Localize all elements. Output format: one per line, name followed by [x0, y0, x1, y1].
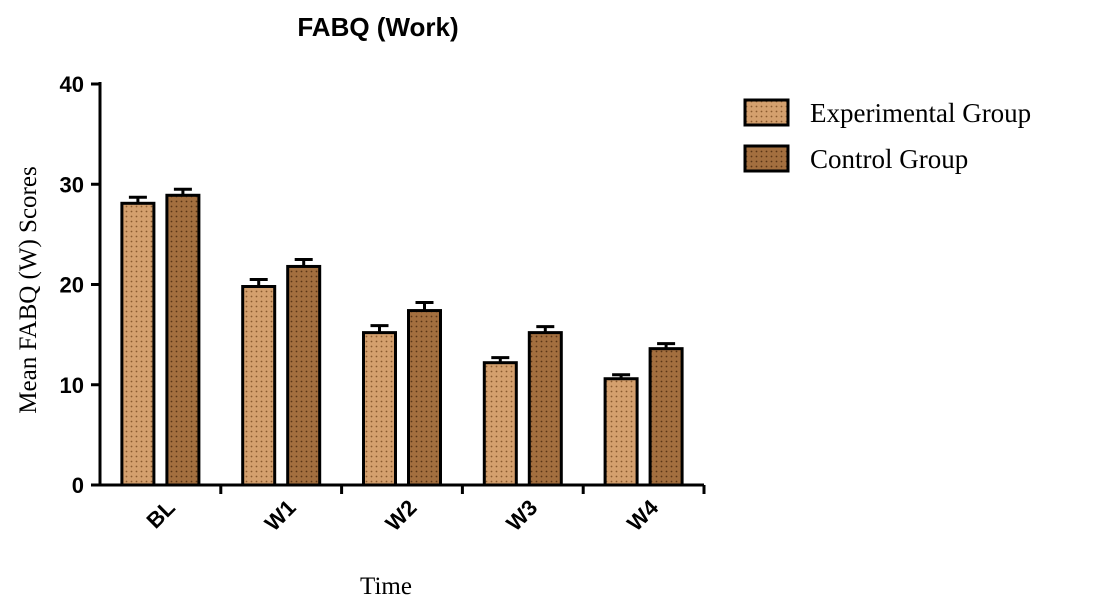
legend-swatch-control [743, 144, 790, 173]
y-tick-label: 30 [60, 172, 84, 197]
x-axis-label: Time [360, 573, 412, 600]
bar-control [165, 193, 201, 487]
chart-title: FABQ (Work) [297, 12, 458, 42]
x-tick-label: W1 [260, 495, 301, 536]
y-tick-label: 0 [72, 473, 84, 498]
bar-experimental [120, 201, 156, 487]
bar-control [286, 264, 322, 487]
legend-swatch-experimental [743, 98, 790, 127]
x-tick-label: BL [142, 495, 180, 533]
bar-control [527, 331, 563, 487]
legend-label-experimental: Experimental Group [810, 98, 1031, 128]
plot-area: 0 10 20 30 40 BL W1 W2 W3 W4 [60, 72, 706, 536]
x-tick-label: W2 [381, 495, 422, 536]
x-tick-label: W4 [622, 494, 664, 536]
legend-label-control: Control Group [810, 144, 968, 174]
bar-control [648, 347, 684, 487]
bar-experimental [603, 377, 639, 487]
bar-experimental [482, 361, 518, 487]
y-tick-label: 40 [60, 72, 84, 97]
bar-experimental [362, 331, 397, 487]
x-tick-label: W3 [501, 495, 542, 536]
legend: Experimental Group Control Group [743, 98, 1031, 174]
y-tick-label: 10 [60, 373, 84, 398]
bar-experimental [241, 285, 277, 487]
bar-control [407, 309, 442, 487]
y-axis-label: Mean FABQ (W) Scores [15, 166, 42, 413]
y-tick-label: 20 [60, 273, 84, 298]
